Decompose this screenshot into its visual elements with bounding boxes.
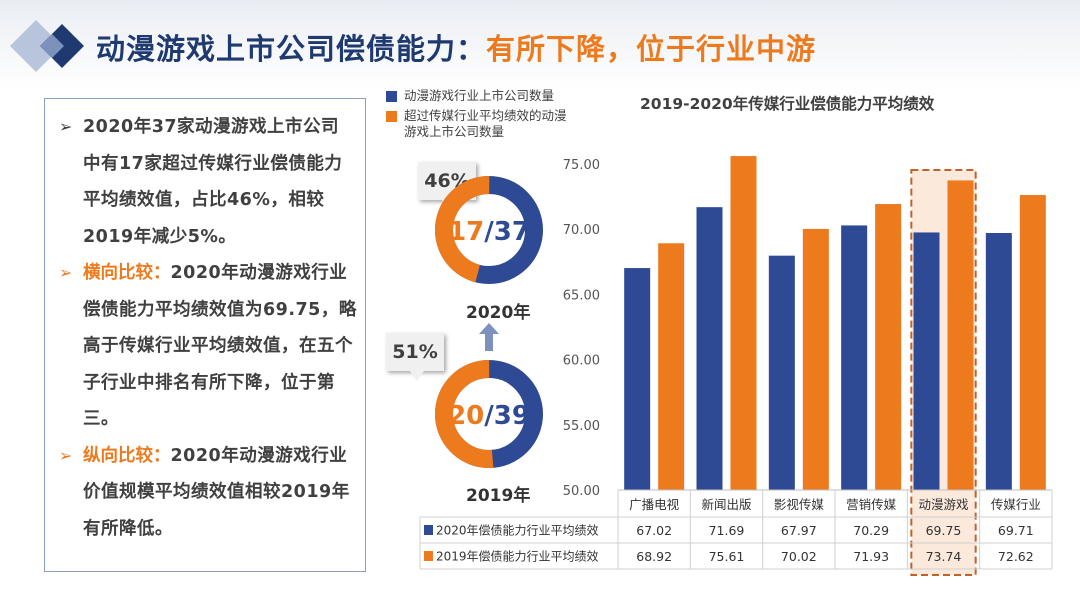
x-category-label: 新闻出版 [701, 497, 752, 512]
data-value-label: 70.29 [853, 523, 889, 538]
page-title-accent: 有所下降，位于行业中游 [486, 32, 817, 66]
series-name-label: 2020年偿债能力行业平均绩效 [436, 523, 599, 538]
bullet-summary-text: 2020年37家动漫游戏上市公司中有17家超过传媒行业偿债能力平均绩效值，占比4… [83, 117, 343, 247]
donut-2019-year: 2019年 [466, 486, 531, 506]
bullet-horizontal-label: 横向比较： [83, 263, 171, 283]
bar-2020 [696, 207, 723, 490]
data-value-label: 68.92 [636, 549, 672, 564]
bar-2019 [658, 243, 685, 490]
donut-center-label: 20/39 [448, 401, 530, 431]
x-category-label: 广播电视 [629, 497, 680, 512]
bullet-arrow-icon: ➢ [59, 117, 73, 136]
donut-slash: / [484, 401, 494, 431]
up-arrow-icon [479, 323, 499, 351]
series-name-label: 2019年偿债能力行业平均绩效 [436, 549, 599, 564]
bar-2019 [1019, 195, 1046, 490]
bullet-summary: ➢ 2020年37家动漫游戏上市公司中有17家超过传媒行业偿债能力平均绩效值，占… [59, 109, 357, 255]
donut-2020-year: 2020年 [466, 303, 531, 323]
data-value-label: 67.02 [636, 523, 672, 538]
bullet-arrow-icon: ➢ [59, 445, 73, 465]
bar-2020 [841, 225, 868, 490]
x-category-label: 传媒行业 [991, 497, 1041, 512]
donut-part-count: 17 [448, 217, 484, 247]
bar-2020 [913, 232, 940, 490]
legend-swatch-series [424, 525, 433, 535]
header-background [0, 0, 1080, 90]
bar-2019 [802, 228, 829, 490]
legend-item-total: 动漫游戏行业上市公司数量 [386, 88, 596, 104]
y-tick-label: 55.00 [563, 419, 600, 434]
data-value-label: 72.62 [998, 549, 1034, 564]
donut-segment-above-average [435, 176, 543, 284]
bar-2019 [947, 180, 974, 490]
legend-swatch-series [424, 551, 433, 561]
bullet-vertical-comparison: ➢ 纵向比较：2020年动漫游戏行业价值规模平均绩效值相较2019年有所降低。 [59, 438, 357, 548]
callout-2019-percent: 51% [386, 333, 444, 381]
bar-2019 [875, 204, 902, 490]
data-value-label: 69.71 [998, 523, 1034, 538]
bullet-horizontal-text: 2020年动漫游戏行业偿债能力平均绩效值为69.75，略高于传媒行业平均绩效值，… [83, 263, 357, 429]
data-value-label: 67.97 [781, 523, 817, 538]
donut-total-count: 39 [494, 401, 530, 431]
data-value-label: 75.61 [709, 549, 745, 564]
x-category-label: 营销传媒 [846, 497, 897, 512]
bar-2020 [768, 255, 795, 490]
data-value-label: 70.02 [781, 549, 817, 564]
data-value-label: 71.93 [853, 549, 889, 564]
page-title: 动漫游戏上市公司偿债能力：有所下降，位于行业中游 [96, 26, 816, 68]
bullet-arrow-icon: ➢ [59, 263, 73, 282]
page-title-main: 动漫游戏上市公司偿债能力： [96, 32, 487, 66]
donut-total-count: 37 [494, 217, 530, 247]
bar-2020 [985, 232, 1012, 490]
data-value-label: 73.74 [926, 549, 962, 564]
summary-text-box: ➢ 2020年37家动漫游戏上市公司中有17家超过传媒行业偿债能力平均绩效值，占… [44, 98, 366, 572]
donut-legend: 动漫游戏行业上市公司数量 超过传媒行业平均绩效的动漫游戏上市公司数量 [386, 88, 596, 144]
donut-slash: / [484, 217, 494, 247]
y-tick-label: 60.00 [563, 354, 600, 369]
bar-2020 [624, 268, 651, 490]
bullet-vertical-text: 2020年动漫游戏行业价值规模平均绩效值相较2019年有所降低。 [83, 445, 350, 539]
donut-segment-above-average [435, 360, 543, 468]
x-category-label: 动漫游戏 [918, 497, 968, 512]
bar-2019 [730, 156, 757, 490]
legend-swatch-blue [386, 91, 397, 102]
y-tick-label: 50.00 [563, 484, 600, 499]
bullet-horizontal-comparison: ➢ 横向比较：2020年动漫游戏行业偿债能力平均绩效值为69.75，略高于传媒行… [59, 255, 357, 438]
legend-swatch-orange [386, 111, 397, 122]
diamond-decoration-icon [10, 20, 84, 72]
bullet-vertical-label: 纵向比较： [83, 445, 171, 466]
donut-center-label: 17/37 [448, 217, 530, 247]
donut-part-count: 20 [448, 401, 484, 431]
x-category-label: 影视传媒 [774, 497, 825, 512]
y-tick-label: 70.00 [563, 223, 600, 238]
legend-item-above-average: 超过传媒行业平均绩效的动漫游戏上市公司数量 [386, 108, 576, 140]
data-value-label: 71.69 [709, 523, 745, 538]
legend-label-total: 动漫游戏行业上市公司数量 [404, 88, 555, 103]
data-value-label: 69.75 [926, 523, 962, 538]
legend-label-above-average: 超过传媒行业平均绩效的动漫游戏上市公司数量 [404, 108, 567, 139]
y-tick-label: 65.00 [563, 288, 600, 303]
y-tick-label: 75.00 [563, 158, 600, 173]
chart-title: 2019-2020年传媒行业偿债能力平均绩效 [640, 95, 935, 113]
